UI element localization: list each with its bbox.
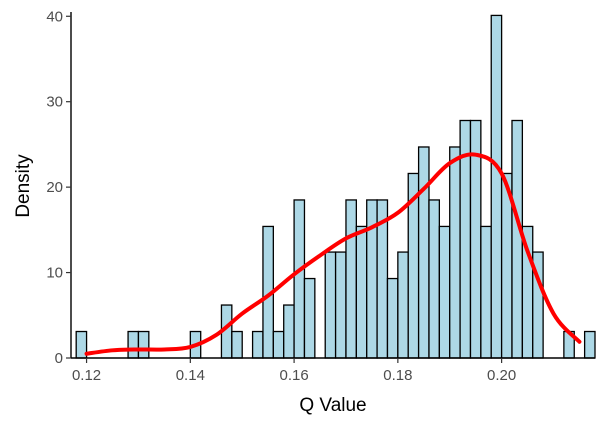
y-tick-label: 30 <box>46 94 63 111</box>
histogram-bar <box>417 146 430 359</box>
histogram-bar <box>490 14 503 359</box>
bars-layer <box>75 14 596 359</box>
y-tick-label: 0 <box>55 350 63 367</box>
x-tick-label: 0.18 <box>383 367 412 384</box>
y-axis-title: Density <box>13 154 34 218</box>
histogram-bar <box>438 225 451 359</box>
y-tick-label: 10 <box>46 265 63 282</box>
histogram-bar <box>428 199 441 359</box>
histogram-bar <box>386 277 399 359</box>
histogram-bar <box>480 225 492 359</box>
ticks-layer: 0.12 0.14 0.16 0.18 0.20 0 10 20 30 40 <box>46 8 516 384</box>
histogram-bar <box>397 251 409 359</box>
density-curve <box>84 152 582 356</box>
x-axis-title: Q Value <box>299 395 366 416</box>
histogram-bar <box>137 330 150 359</box>
density-layer <box>84 152 582 356</box>
histogram-bar <box>345 199 357 359</box>
histogram-bar <box>511 119 524 359</box>
histogram-bar <box>127 330 140 359</box>
histogram-bar <box>272 330 285 359</box>
y-tick-label: 40 <box>46 8 63 25</box>
x-tick-label: 0.14 <box>176 367 205 384</box>
histogram-bar <box>449 146 461 359</box>
histogram-bar <box>355 225 368 359</box>
y-tick-label: 20 <box>46 179 63 196</box>
histogram-bar <box>283 304 295 359</box>
histogram-bar <box>303 277 316 359</box>
histogram-bar <box>324 251 337 359</box>
histogram-bar <box>293 199 306 359</box>
x-tick-label: 0.20 <box>487 367 516 384</box>
histogram-bar <box>583 330 596 359</box>
axes-layer <box>70 12 595 359</box>
x-tick-label: 0.16 <box>279 367 308 384</box>
histogram-bar <box>334 251 347 359</box>
histogram-bar <box>231 330 243 359</box>
x-tick-label: 0.12 <box>72 367 101 384</box>
histogram-bar <box>251 330 264 359</box>
